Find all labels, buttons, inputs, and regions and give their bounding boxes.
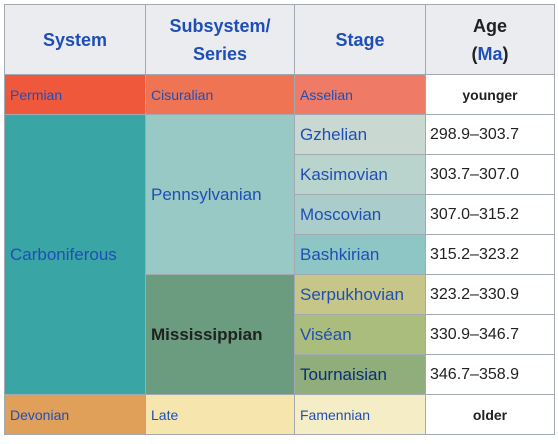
- stage-tournaisian-cell[interactable]: Tournaisian: [294, 354, 426, 395]
- header-age-paren-close: ): [502, 43, 509, 64]
- bashkirian-row: Bashkirian 315.2–323.2: [5, 234, 555, 275]
- header-stage[interactable]: Stage: [294, 4, 426, 75]
- age-older: older: [425, 394, 555, 435]
- stratigraphy-table: System Subsystem/ Series Stage Age (Ma) …: [4, 4, 555, 435]
- system-permian-link[interactable]: Permian: [10, 86, 63, 103]
- stage-kasimovian-link[interactable]: Kasimovian: [300, 164, 388, 184]
- age-bashkirian: 315.2–323.2: [425, 234, 555, 275]
- subsystem-pennsylvanian-link[interactable]: Pennsylvanian: [151, 184, 262, 204]
- age-younger: younger: [425, 74, 555, 115]
- stage-serpukhovian-cell[interactable]: Serpukhovian: [294, 274, 426, 315]
- header-stage-label[interactable]: Stage: [335, 29, 385, 50]
- system-carboniferous-cell[interactable]: Carboniferous: [4, 114, 146, 395]
- header-age-paren-open: (: [471, 43, 478, 64]
- stage-asselian-link[interactable]: Asselian: [300, 86, 353, 103]
- permian-row: Permian Cisuralian Asselian younger: [4, 74, 555, 115]
- header-subsystem-series[interactable]: Subsystem/ Series: [145, 4, 295, 75]
- subsystem-mississippian-cell: Mississippian: [145, 274, 295, 395]
- system-permian-cell[interactable]: Permian: [4, 74, 146, 115]
- series-cisuralian-cell[interactable]: Cisuralian: [145, 74, 295, 115]
- stage-visean-cell[interactable]: Viséan: [294, 314, 426, 355]
- moscovian-row: Moscovian 307.0–315.2: [5, 194, 555, 235]
- header-age-label: Age: [472, 15, 507, 36]
- series-late-link[interactable]: Late: [151, 406, 179, 423]
- system-devonian-link[interactable]: Devonian: [10, 406, 70, 423]
- age-serpukhovian: 323.2–330.9: [425, 274, 555, 315]
- system-devonian-cell[interactable]: Devonian: [4, 394, 146, 435]
- stage-famennian-link[interactable]: Famennian: [300, 406, 371, 423]
- stage-serpukhovian-link[interactable]: Serpukhovian: [300, 284, 404, 304]
- header-row: System Subsystem/ Series Stage Age (Ma): [4, 4, 555, 75]
- serpukhovian-row: Mississippian Serpukhovian 323.2–330.9: [5, 274, 555, 395]
- stage-asselian-cell[interactable]: Asselian: [294, 74, 426, 115]
- age-gzhelian: 298.9–303.7: [425, 114, 555, 155]
- stage-visean-link[interactable]: Viséan: [300, 324, 352, 344]
- header-system[interactable]: System: [4, 4, 146, 75]
- stage-moscovian-cell[interactable]: Moscovian: [294, 194, 426, 235]
- header-age: Age (Ma): [425, 4, 555, 75]
- stage-bashkirian-link[interactable]: Bashkirian: [300, 244, 380, 264]
- header-age-unit-link[interactable]: Ma: [477, 43, 503, 64]
- subsystem-mississippian-label: Mississippian: [151, 324, 263, 344]
- kasimovian-row: Kasimovian 303.7–307.0: [5, 154, 555, 195]
- header-subsystem-label[interactable]: Subsystem/: [169, 15, 271, 36]
- stage-moscovian-link[interactable]: Moscovian: [300, 204, 382, 224]
- gzhelian-row: Carboniferous Pennsylvanian Gzhelian 298…: [4, 114, 555, 395]
- devonian-row: Devonian Late Famennian older: [4, 394, 555, 435]
- stage-kasimovian-cell[interactable]: Kasimovian: [294, 154, 426, 195]
- system-carboniferous-link[interactable]: Carboniferous: [10, 244, 117, 264]
- visean-row: Viséan 330.9–346.7: [5, 314, 555, 355]
- header-system-label[interactable]: System: [42, 29, 108, 50]
- stage-gzhelian-cell[interactable]: Gzhelian: [294, 114, 426, 155]
- stage-gzhelian-link[interactable]: Gzhelian: [300, 124, 368, 144]
- age-tournaisian: 346.7–358.9: [425, 354, 555, 395]
- stage-famennian-cell[interactable]: Famennian: [294, 394, 426, 435]
- header-series-label[interactable]: Series: [192, 43, 248, 64]
- age-kasimovian: 303.7–307.0: [425, 154, 555, 195]
- stage-tournaisian-link[interactable]: Tournaisian: [300, 364, 387, 384]
- age-moscovian: 307.0–315.2: [425, 194, 555, 235]
- stage-bashkirian-cell[interactable]: Bashkirian: [294, 234, 426, 275]
- series-late-cell[interactable]: Late: [145, 394, 295, 435]
- age-visean: 330.9–346.7: [425, 314, 555, 355]
- subsystem-pennsylvanian-cell[interactable]: Pennsylvanian: [145, 114, 295, 275]
- series-cisuralian-link[interactable]: Cisuralian: [151, 86, 214, 103]
